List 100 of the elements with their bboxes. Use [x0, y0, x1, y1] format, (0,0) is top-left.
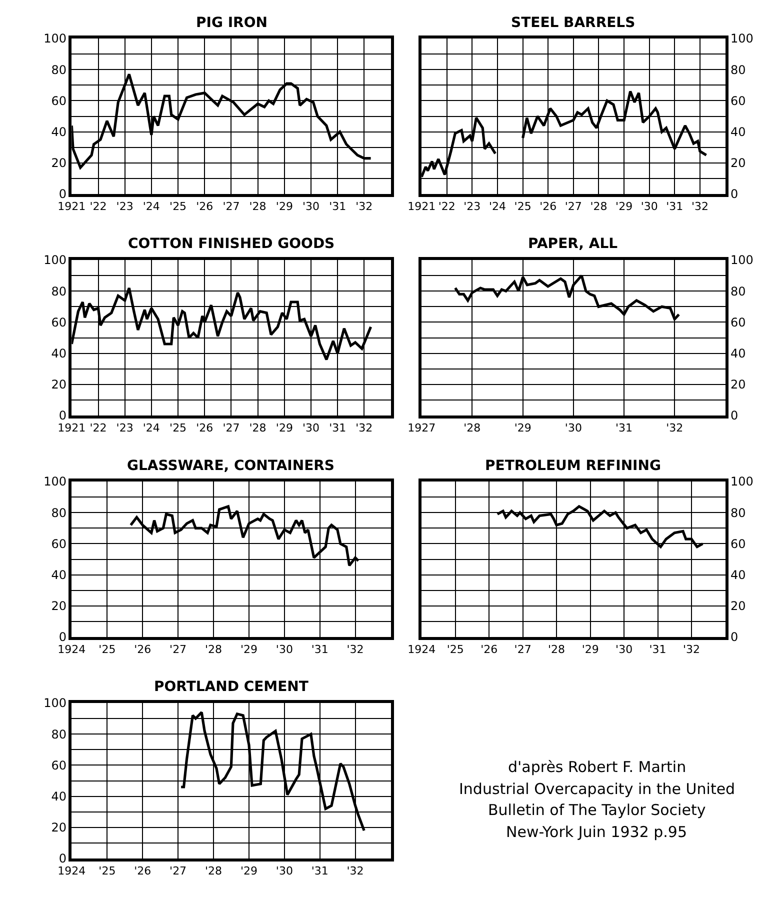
y-tick-label: 0 — [58, 187, 67, 202]
y-tick-label: 0 — [58, 408, 67, 423]
x-tick-label: '26 — [196, 421, 214, 434]
x-tick-label: '32 — [346, 864, 364, 878]
y-tick-label: 100 — [44, 474, 67, 489]
y2-tick-label: 0 — [730, 187, 738, 202]
y-tick-label: 40 — [51, 568, 67, 582]
x-tick-label: '32 — [691, 200, 708, 213]
y2-tick-label: 80 — [730, 62, 746, 77]
x-tick-label: '31 — [311, 864, 328, 878]
x-tick-label: 1921 — [58, 421, 86, 434]
y-tick-label: 60 — [51, 315, 67, 330]
chart-title: COTTON FINISHED GOODS — [128, 236, 335, 252]
y-tick-label: 100 — [44, 253, 67, 268]
x-tick-label: '25 — [170, 200, 187, 213]
x-tick-label: '22 — [438, 200, 456, 213]
chart-title: GLASSWARE, CONTAINERS — [127, 458, 335, 474]
y2-tick-label: 80 — [730, 284, 746, 298]
y2-tick-label: 20 — [730, 378, 746, 392]
y2-tick-label: 40 — [730, 125, 746, 140]
x-tick-label: '27 — [222, 200, 240, 213]
x-tick-label: '26 — [540, 200, 557, 213]
x-tick-label: '27 — [514, 642, 532, 656]
x-tick-label: '26 — [134, 864, 152, 878]
x-tick-label: '29 — [276, 200, 293, 213]
y2-tick-label: 0 — [730, 630, 738, 644]
text: Bulletin of The Taylor Society — [488, 801, 706, 819]
x-tick-label: 1924 — [58, 864, 86, 878]
y-tick-label: 20 — [51, 378, 67, 392]
x-tick-label: '29 — [514, 421, 532, 434]
x-tick-label: '23 — [116, 421, 134, 434]
x-tick-label: '28 — [204, 642, 222, 656]
x-tick-label: '30 — [276, 642, 293, 656]
x-tick-label: '29 — [582, 642, 599, 656]
text: d'après Robert F. Martin — [508, 758, 686, 776]
x-tick-label: 1927 — [408, 421, 436, 434]
x-tick-label: '30 — [640, 200, 658, 213]
text: New-York Juin 1932 p.95 — [506, 823, 688, 841]
x-tick-label: '30 — [302, 200, 320, 213]
x-tick-label: '26 — [480, 642, 498, 656]
x-tick-label: '32 — [666, 421, 684, 434]
y2-tick-label: 100 — [730, 253, 754, 268]
y-tick-label: 60 — [51, 536, 67, 551]
y-tick-label: 80 — [51, 506, 67, 520]
y-tick-label: 40 — [51, 125, 67, 140]
chart-title: STEEL BARRELS — [511, 15, 636, 31]
x-tick-label: '25 — [446, 642, 464, 656]
y2-tick-label: 60 — [730, 536, 746, 551]
y2-tick-label: 80 — [730, 506, 746, 520]
y-tick-label: 100 — [44, 32, 67, 46]
x-tick-label: '32 — [346, 642, 364, 656]
x-tick-label: '28 — [464, 421, 481, 434]
x-tick-label: '22 — [90, 421, 107, 434]
y2-tick-label: 60 — [730, 94, 746, 108]
y2-tick-label: 100 — [730, 474, 754, 489]
x-tick-label: '30 — [276, 864, 293, 878]
x-tick-label: '31 — [311, 642, 328, 656]
x-tick-label: '32 — [356, 200, 373, 213]
x-tick-label: '25 — [98, 642, 116, 656]
y2-tick-label: 100 — [730, 32, 754, 46]
x-tick-label: '29 — [240, 642, 258, 656]
x-tick-label: '30 — [302, 421, 320, 434]
x-tick-label: '26 — [134, 642, 152, 656]
y-tick-label: 60 — [51, 94, 67, 108]
x-tick-label: '31 — [329, 200, 346, 213]
chart-title: PAPER, ALL — [528, 236, 618, 252]
x-tick-label: '31 — [666, 200, 684, 213]
chart-title: PORTLAND CEMENT — [154, 679, 309, 695]
x-tick-label: '28 — [249, 200, 266, 213]
y-tick-label: 40 — [51, 346, 67, 361]
x-tick-label: 1921 — [408, 200, 436, 213]
x-tick-label: '23 — [116, 200, 134, 213]
y-tick-label: 80 — [51, 284, 67, 298]
y-tick-label: 20 — [51, 599, 67, 614]
y2-tick-label: 40 — [730, 346, 746, 361]
x-tick-label: '30 — [564, 421, 582, 434]
y2-tick-label: 0 — [730, 408, 738, 423]
x-tick-label: '31 — [329, 421, 346, 434]
y2-tick-label: 20 — [730, 599, 746, 614]
y2-tick-label: 20 — [730, 156, 746, 170]
chart-title: PIG IRON — [196, 15, 268, 31]
x-tick-label: '28 — [204, 864, 222, 878]
x-tick-label: '27 — [170, 642, 187, 656]
x-tick-label: '22 — [90, 200, 107, 213]
x-tick-label: '28 — [249, 421, 266, 434]
y-tick-label: 20 — [51, 156, 67, 170]
y-tick-label: 80 — [51, 727, 67, 742]
x-tick-label: '26 — [196, 200, 214, 213]
x-tick-label: '23 — [464, 200, 481, 213]
x-tick-label: '27 — [564, 200, 582, 213]
x-tick-label: '25 — [98, 864, 116, 878]
y-tick-label: 20 — [51, 820, 67, 835]
x-tick-label: 1921 — [58, 200, 86, 213]
y-tick-label: 60 — [51, 758, 67, 772]
y-tick-label: 0 — [58, 852, 67, 866]
y-tick-label: 40 — [51, 790, 67, 804]
x-tick-label: '29 — [276, 421, 293, 434]
x-tick-label: '32 — [682, 642, 700, 656]
x-tick-label: 1924 — [58, 642, 86, 656]
x-tick-label: '24 — [488, 200, 506, 213]
